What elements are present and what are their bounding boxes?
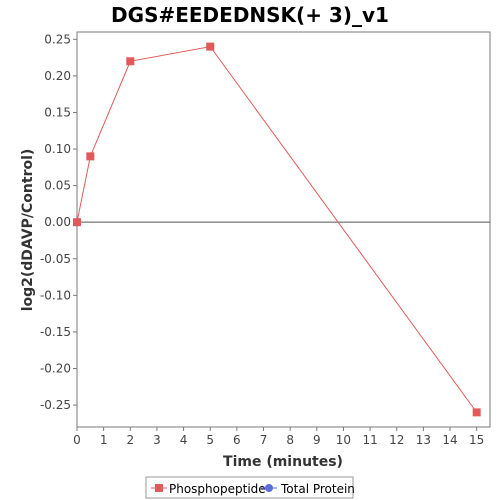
x-tick-label: 14 bbox=[442, 433, 457, 447]
y-tick-label: 0.15 bbox=[44, 105, 71, 119]
x-axis-label: Time (minutes) bbox=[223, 454, 343, 470]
x-tick-label: 12 bbox=[389, 433, 404, 447]
x-tick-label: 10 bbox=[336, 433, 351, 447]
plot-area bbox=[76, 31, 491, 428]
x-tick-label: 9 bbox=[313, 433, 321, 447]
x-tick-label: 7 bbox=[260, 433, 268, 447]
x-tick-label: 2 bbox=[126, 433, 134, 447]
x-tick-label: 11 bbox=[362, 433, 377, 447]
x-tick-label: 6 bbox=[233, 433, 241, 447]
y-tick-label: -0.20 bbox=[40, 361, 71, 375]
data-point-phosphopeptide bbox=[206, 42, 215, 51]
data-point-phosphopeptide bbox=[126, 57, 135, 66]
legend-total-protein-marker bbox=[265, 484, 273, 492]
series-layer bbox=[73, 42, 481, 417]
legend-box bbox=[145, 476, 354, 499]
legend-phosphopeptide-label: Phosphopeptide bbox=[169, 482, 266, 496]
data-point-phosphopeptide bbox=[472, 408, 481, 417]
y-tick-label: 0.10 bbox=[44, 142, 71, 156]
y-tick-label: 0.25 bbox=[44, 32, 71, 46]
chart-title: DGS#EEDEDNSK(+ 3)_v1 bbox=[111, 3, 389, 27]
x-tick-label: 0 bbox=[73, 433, 81, 447]
y-tick-label: -0.15 bbox=[40, 325, 71, 339]
x-tick-label: 5 bbox=[206, 433, 214, 447]
x-tick-label: 1 bbox=[100, 433, 108, 447]
y-tick-label: 0.00 bbox=[44, 215, 71, 229]
y-tick-label: 0.05 bbox=[44, 179, 71, 193]
x-tick-label: 4 bbox=[180, 433, 188, 447]
y-tick-label: -0.05 bbox=[40, 252, 71, 266]
legend: Phosphopeptide Total Protein bbox=[145, 476, 355, 499]
y-axis-label: log2(dDAVP/Control) bbox=[20, 149, 36, 312]
y-tick-label: -0.25 bbox=[40, 398, 71, 412]
y-axis: 0.25 0.20 0.15 0.10 0.05 0.00 -0.05 -0.10 -0.15 -… bbox=[40, 32, 77, 412]
data-point-phosphopeptide bbox=[86, 152, 95, 161]
legend-total-protein-label: Total Protein bbox=[280, 482, 355, 496]
x-tick-label: 13 bbox=[416, 433, 431, 447]
x-tick-label: 15 bbox=[469, 433, 484, 447]
y-tick-label: -0.10 bbox=[40, 288, 71, 302]
data-point-phosphopeptide bbox=[73, 218, 81, 227]
legend-phosphopeptide-marker bbox=[155, 484, 163, 492]
x-tick-label: 8 bbox=[286, 433, 294, 447]
y-tick-label: 0.20 bbox=[44, 69, 71, 83]
x-tick-label: 3 bbox=[153, 433, 161, 447]
x-axis: 0 1 2 3 4 5 6 7 8 9 10 11 12 13 14 15 bbox=[73, 427, 484, 447]
